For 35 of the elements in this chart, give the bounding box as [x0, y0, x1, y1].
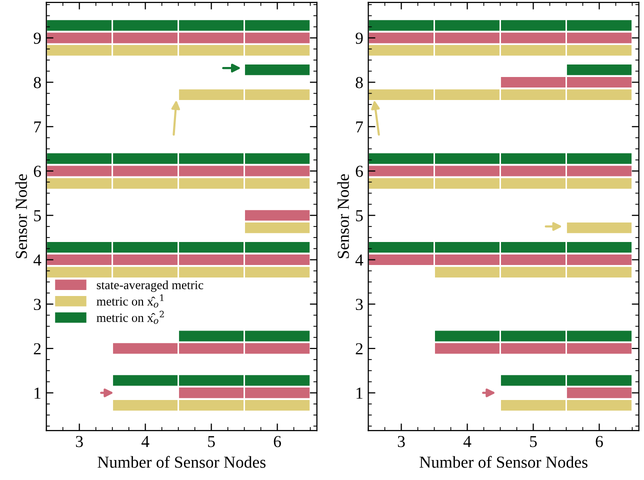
y-tick-label: 6 [34, 166, 42, 177]
y-tick-label: 1 [34, 388, 41, 399]
y-tick-label: 6 [356, 166, 363, 177]
y-tick-label: 4 [34, 254, 42, 266]
y-tick-label: 3 [356, 298, 363, 310]
y-axis-title: Sensor Node [15, 174, 28, 258]
legend-label: metric on x̂$_{o}$$^{1}$ [96, 294, 164, 308]
y-tick-label: 2 [34, 343, 41, 354]
x-tick-label: 4 [142, 436, 150, 447]
x-tick-label: 6 [274, 436, 281, 448]
x-tick-label: 5 [208, 436, 215, 448]
y-tick-label: 5 [34, 210, 41, 222]
y-tick-label: 8 [356, 76, 363, 88]
legend-label: state-averaged metric [96, 280, 204, 292]
y-axis-title: Sensor Node [337, 174, 349, 258]
bar [566, 221, 633, 234]
y-tick-label: 3 [34, 298, 41, 310]
y-tick-label: 2 [356, 343, 363, 354]
y-tick-label: 4 [355, 254, 364, 266]
x-tick-label: 3 [76, 436, 83, 448]
y-tick-label: 9 [356, 32, 363, 44]
y-tick-label: 5 [356, 210, 363, 222]
x-tick-label: 4 [463, 436, 472, 447]
x-tick-label: 5 [530, 436, 537, 448]
y-tick-label: 7 [34, 122, 42, 132]
x-tick-label: 6 [596, 436, 603, 448]
x-axis-title: Number of Sensor Nodes [420, 456, 588, 468]
y-tick-label: 8 [34, 76, 41, 88]
bar [244, 63, 312, 77]
x-axis-title: Number of Sensor Nodes [98, 456, 266, 468]
legend-label: metric on x̂$_{o}$$^{2}$ [96, 310, 164, 324]
y-tick-label: 1 [356, 388, 362, 399]
y-tick-label: 7 [356, 122, 363, 132]
y-tick-label: 9 [34, 32, 41, 44]
x-tick-label: 3 [398, 436, 405, 448]
